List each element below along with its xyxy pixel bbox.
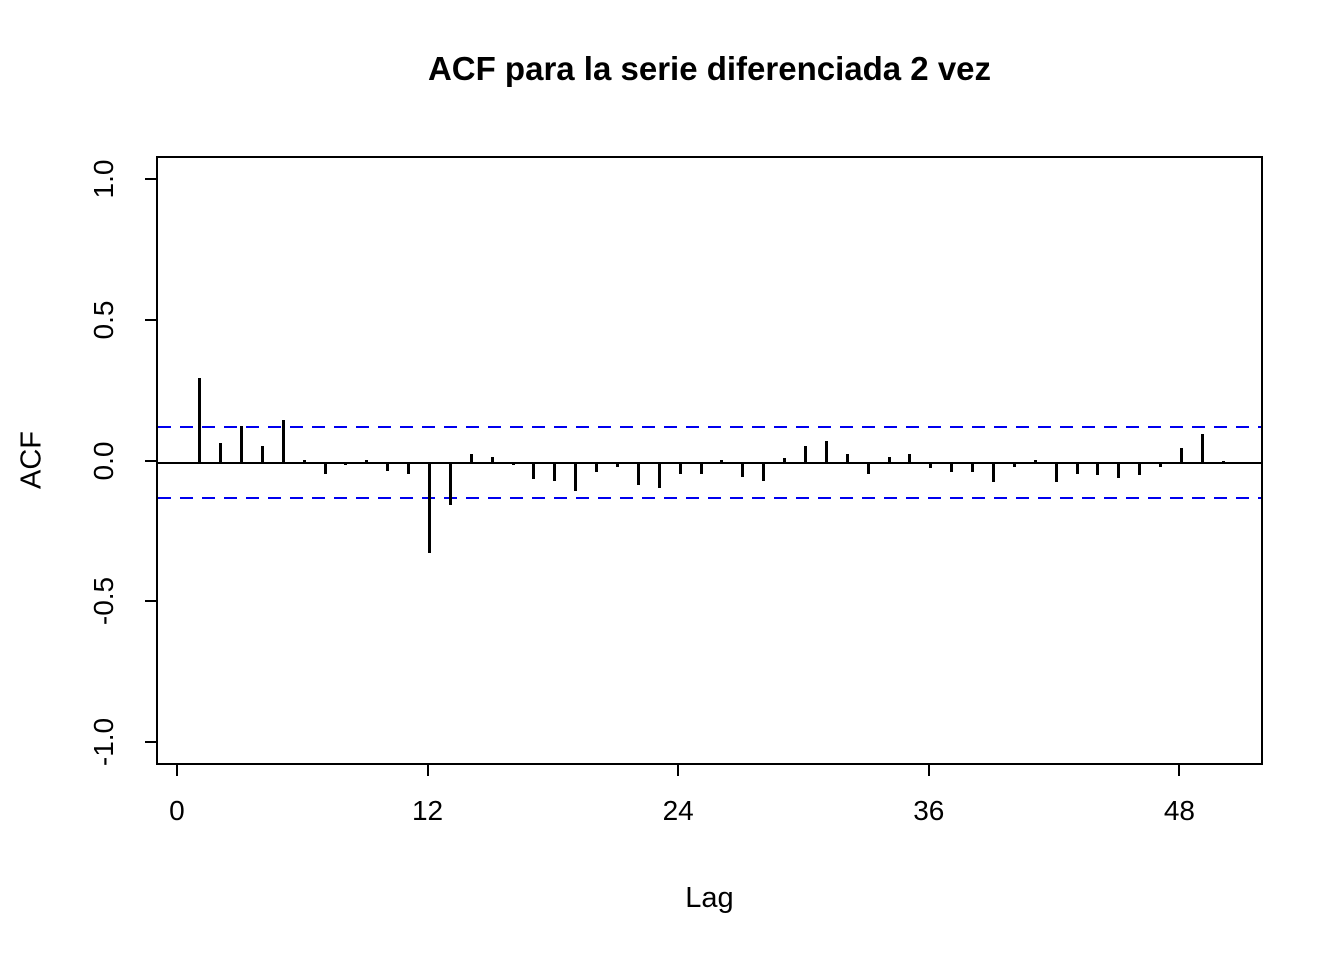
acf-bar-lag-36 [929,462,933,469]
acf-bar-lag-37 [950,462,954,473]
x-tick-36 [927,765,930,776]
y-tick--0.5 [145,600,156,603]
x-tick-label-12: 12 [411,795,444,826]
acf-bar-lag-42 [1054,462,1058,483]
y-tick-label--0.5: -0.5 [88,577,119,626]
y-tick-0.0 [145,459,156,462]
x-tick-label-24: 24 [662,795,694,826]
x-tick-label-0: 0 [169,795,185,826]
y-tick-label--1.0: -1.0 [88,718,119,767]
acf-bar-lag-32 [845,454,849,463]
acf-bar-lag-15 [490,456,494,463]
upper-confidence-line [158,425,1261,428]
acf-bar-lag-21 [616,462,619,467]
x-tick-12 [426,765,429,776]
acf-bar-lag-47 [1159,462,1163,467]
acf-bar-lag-40 [1012,462,1016,467]
plot-area [156,156,1263,765]
acf-bar-lag-27 [741,462,745,477]
x-tick-24 [677,765,680,776]
acf-bar-lag-38 [971,462,975,473]
acf-bar-lag-5 [281,420,285,463]
x-tick-0 [175,765,178,776]
acf-bar-lag-2 [219,442,223,463]
acf-bar-lag-8 [344,462,348,466]
acf-bar-lag-49 [1200,434,1204,463]
acf-bar-lag-29 [783,458,787,463]
acf-bar-lag-50 [1221,461,1225,464]
acf-bar-lag-4 [260,445,264,463]
acf-bar-lag-7 [323,462,327,474]
acf-bar-lag-31 [824,441,828,463]
acf-bar-lag-30 [803,445,807,463]
acf-bar-lag-45 [1117,462,1121,478]
acf-bar-lag-48 [1179,448,1183,463]
acf-bar-lag-3 [240,425,244,463]
y-tick-0.5 [145,318,156,321]
acf-bar-lag-22 [636,462,640,486]
lower-confidence-line [158,497,1261,500]
y-tick--1.0 [145,741,156,744]
acf-bar-lag-44 [1096,462,1100,476]
x-tick-48 [1178,765,1181,776]
acf-bar-lag-33 [866,462,870,474]
acf-bar-lag-35 [908,454,912,463]
acf-bar-lag-12 [428,462,432,553]
acf-bar-lag-6 [302,459,306,463]
zero-line [158,461,1261,464]
x-tick-label-48: 48 [1163,795,1196,826]
acf-bar-lag-34 [887,456,891,463]
chart-title: ACF para la serie diferenciada 2 vez [427,50,992,87]
acf-bar-lag-41 [1033,459,1037,463]
acf-bar-lag-43 [1075,462,1079,474]
acf-bar-lag-28 [762,462,766,481]
acf-bar-lag-10 [386,462,390,471]
acf-bar-lag-1 [198,377,202,463]
y-tick-label-1.0: 1.0 [88,159,119,199]
x-tick-label-36: 36 [913,795,945,826]
acf-bar-lag-11 [407,462,411,474]
acf-bar-lag-16 [511,462,515,466]
y-tick-label-0.0: 0.0 [88,441,119,480]
acf-bar-lag-23 [657,462,661,488]
acf-bar-lag-17 [532,462,536,480]
acf-bar-lag-9 [365,459,369,463]
acf-bar-lag-26 [720,459,724,463]
acf-bar-lag-20 [595,462,599,473]
acf-bar-lag-13 [448,462,452,505]
acf-bar-lag-14 [469,454,473,463]
y-tick-1.0 [145,177,156,180]
acf-bar-lag-18 [553,462,557,481]
y-axis-title: ACF [15,431,48,489]
acf-bar-lag-39 [991,462,995,483]
acf-bar-lag-24 [678,462,682,474]
acf-bar-lag-25 [699,462,703,474]
acf-bar-lag-46 [1138,462,1142,476]
y-tick-label-0.5: 0.5 [88,300,119,339]
x-axis-title: Lag [685,882,734,914]
acf-bar-lag-19 [574,462,578,491]
